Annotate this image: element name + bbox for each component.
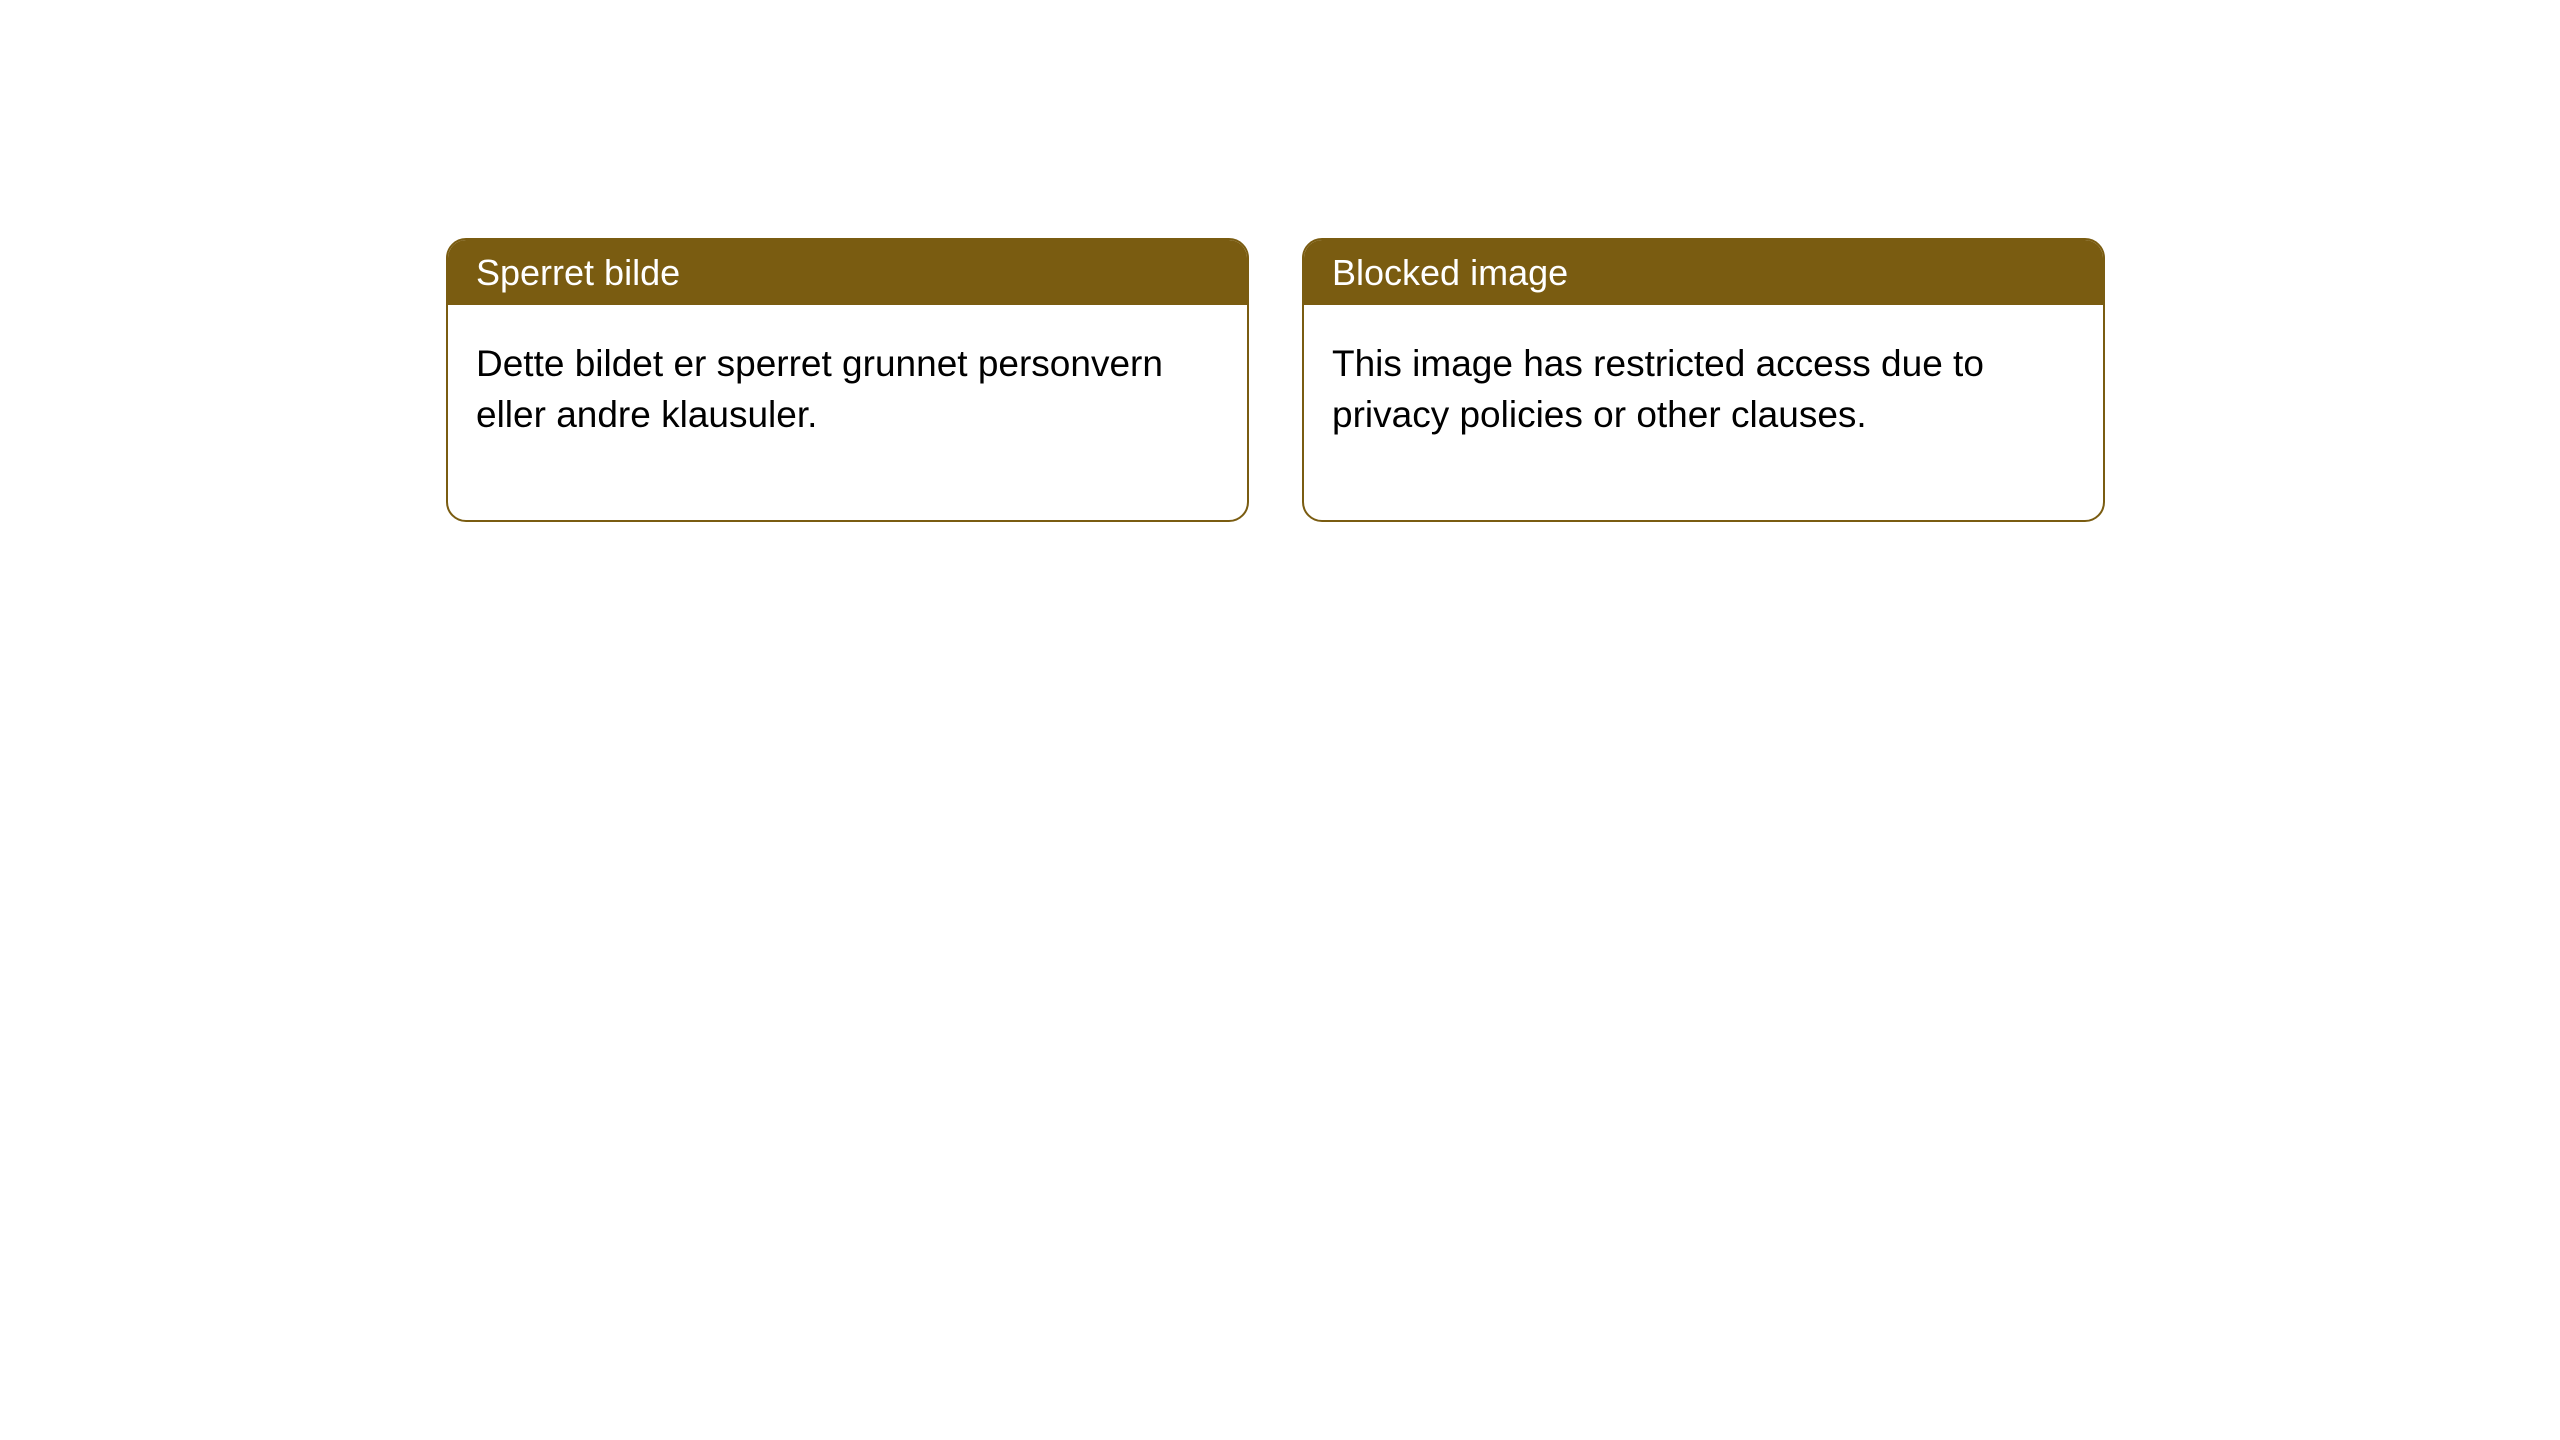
notice-body: Dette bildet er sperret grunnet personve…: [448, 305, 1247, 520]
notice-card-english: Blocked image This image has restricted …: [1302, 238, 2105, 522]
notice-card-norwegian: Sperret bilde Dette bildet er sperret gr…: [446, 238, 1249, 522]
notice-header: Blocked image: [1304, 240, 2103, 305]
notice-container: Sperret bilde Dette bildet er sperret gr…: [446, 238, 2105, 522]
notice-body: This image has restricted access due to …: [1304, 305, 2103, 520]
notice-header: Sperret bilde: [448, 240, 1247, 305]
